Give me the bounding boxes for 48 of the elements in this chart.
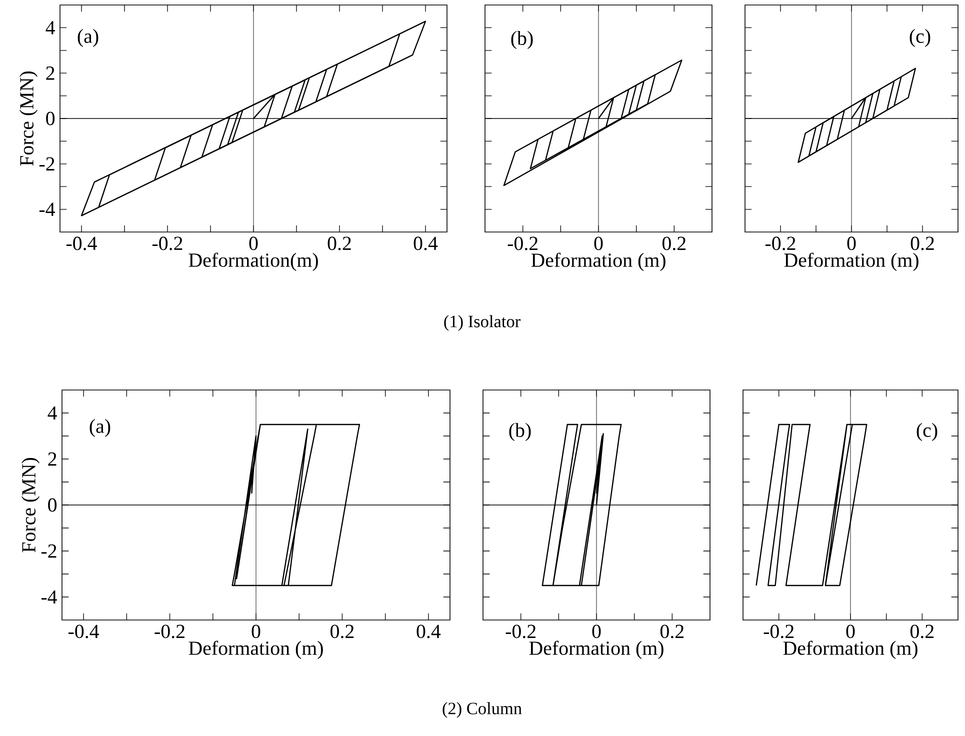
x-tick-label: -0.2 [764, 624, 794, 638]
x-axis-title: Deformation (m) [531, 252, 666, 271]
annotation: (c) [916, 422, 938, 442]
x-tick-label: -0.2 [154, 624, 184, 638]
y-axis-title: Force (MN) [22, 458, 40, 552]
text: (2) Column [442, 702, 522, 718]
y-tick-label: -4 [39, 202, 55, 216]
annotation: (a) [90, 418, 110, 438]
x-tick-label: -0.4 [68, 624, 100, 638]
x-tick-label: -0.2 [508, 236, 538, 250]
y-axis-title: Force (MN) [20, 72, 38, 166]
x-tick-label: 0.2 [662, 236, 686, 250]
x-tick-label: 0 [846, 624, 855, 638]
x-tick-label: 0 [252, 624, 260, 638]
x-tick-label: 0 [249, 236, 258, 250]
x-tick-label: -0.2 [765, 236, 796, 250]
y-tick-label: -2 [41, 544, 56, 558]
x-axis-title: Deformation (m) [783, 640, 918, 659]
x-tick-label: 0 [847, 236, 856, 250]
x-axis-title: Deformation (m) [529, 640, 664, 659]
y-tick-label: 0 [48, 498, 57, 512]
annotation: (b) [511, 30, 533, 50]
x-tick-label: 0.2 [328, 236, 351, 250]
x-tick-label: 0 [592, 624, 601, 638]
x-axis-title: Deformation(m) [188, 252, 318, 271]
y-tick-label: 4 [46, 21, 55, 34]
y-tick-label: 2 [46, 66, 54, 80]
x-tick-label: -0.2 [506, 624, 536, 638]
x-tick-label: 0.2 [660, 624, 684, 638]
x-axis-title: Deformation (m) [784, 252, 918, 271]
x-axis-title: Deformation (m) [188, 640, 323, 659]
x-tick-label: -0.4 [66, 236, 97, 250]
y-tick-label: -2 [39, 157, 54, 170]
y-tick-label: 0 [46, 112, 55, 126]
annotation: (a) [78, 28, 98, 48]
x-tick-label: 0 [594, 236, 603, 250]
y-tick-label: 4 [48, 406, 57, 420]
annotation: (c) [910, 28, 930, 48]
x-tick-label: -0.2 [152, 236, 182, 250]
y-tick-label: 2 [48, 452, 56, 466]
y-tick-label: -4 [41, 590, 57, 604]
x-tick-label: 0.2 [910, 624, 934, 638]
annotation: (b) [509, 422, 531, 442]
x-tick-label: 0.4 [414, 236, 438, 250]
x-tick-label: 0.2 [910, 236, 934, 250]
text: (1) Isolator [444, 315, 520, 331]
x-tick-label: 0.2 [330, 624, 354, 638]
x-tick-label: 0.4 [416, 624, 441, 638]
